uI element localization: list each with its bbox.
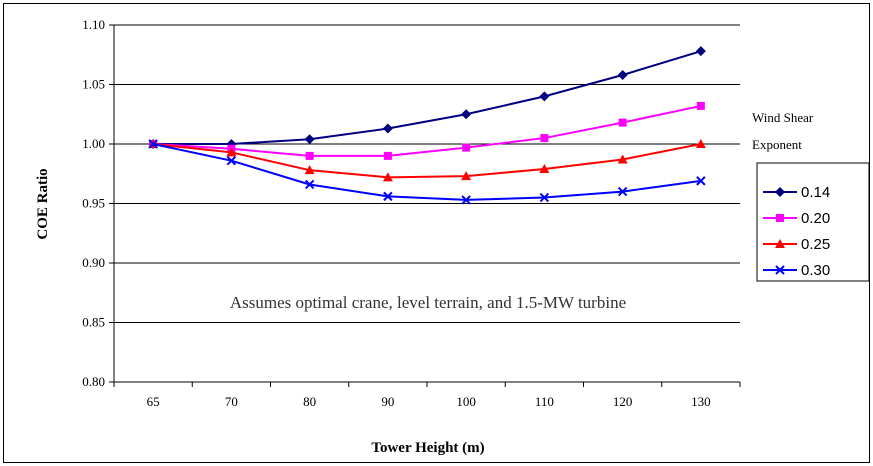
data-point	[383, 151, 392, 160]
data-point	[618, 118, 627, 127]
data-point	[539, 163, 550, 173]
data-point	[304, 179, 315, 190]
data-point	[148, 139, 158, 149]
series-group	[148, 46, 706, 205]
data-point	[305, 151, 314, 160]
x-tick-label: 90	[381, 394, 394, 409]
legend-label: 0.20	[801, 210, 830, 227]
x-tick-label: 100	[456, 394, 476, 409]
legend-marker	[775, 187, 785, 197]
legend-title-line1: Wind Shear	[752, 110, 814, 125]
x-tick-label: 65	[147, 394, 160, 409]
legend-label: 0.25	[801, 236, 830, 253]
data-point	[695, 139, 706, 148]
chart-annotation: Assumes optimal crane, level terrain, an…	[230, 293, 626, 312]
data-point	[461, 171, 472, 181]
y-tick-label: 0.95	[82, 196, 105, 211]
x-tick-label: 120	[613, 394, 633, 409]
data-point	[696, 176, 706, 186]
data-point	[226, 147, 237, 157]
y-tick-label: 0.85	[82, 315, 105, 330]
data-point	[226, 155, 237, 166]
series-line	[152, 143, 702, 201]
data-point	[304, 165, 315, 175]
series-line	[153, 50, 702, 145]
data-point	[382, 123, 393, 134]
y-axis-title: COE Ratio	[35, 168, 51, 239]
legend-title-line2: Exponent	[752, 137, 802, 152]
series-line	[153, 104, 702, 157]
legend-marker	[776, 214, 784, 222]
data-point	[617, 154, 628, 164]
data-point	[539, 192, 550, 203]
x-tick-label: 130	[691, 394, 711, 409]
data-point	[695, 46, 706, 57]
legend-item-0.20: 0.20	[763, 210, 830, 227]
data-point	[462, 143, 471, 152]
x-tick-label: 110	[535, 394, 554, 409]
y-tick-label: 0.80	[82, 374, 105, 389]
data-point	[696, 101, 705, 110]
legend-item-0.14: 0.14	[763, 184, 830, 201]
data-point	[540, 134, 549, 143]
y-tick-label: 1.10	[82, 17, 105, 32]
y-tick-label: 1.00	[82, 136, 105, 151]
data-point	[461, 109, 472, 120]
legend-box	[756, 162, 870, 282]
data-point	[461, 195, 471, 205]
x-tick-labels: 65 70 80 90 100 110 120 130	[147, 394, 711, 409]
series-0.30	[148, 139, 706, 205]
legend-label: 0.30	[801, 262, 830, 279]
legend-marker	[775, 239, 785, 248]
data-point	[382, 172, 393, 182]
y-tick-label: 1.05	[82, 77, 105, 92]
legend-label: 0.14	[801, 184, 830, 201]
data-point	[304, 134, 315, 145]
data-point	[617, 69, 628, 80]
x-axis-title: Tower Height (m)	[371, 440, 484, 456]
x-tick-label: 80	[303, 394, 316, 409]
legend-marker	[775, 265, 785, 275]
axes	[109, 24, 741, 387]
series-line	[153, 143, 702, 179]
data-point	[383, 191, 393, 202]
legend-item-0.25: 0.25	[763, 236, 830, 253]
gridlines	[114, 24, 740, 323]
legend-item-0.30: 0.30	[763, 262, 830, 279]
x-tick-label: 70	[225, 394, 238, 409]
y-tick-label: 0.90	[82, 255, 105, 270]
y-tick-labels: 0.80 0.85 0.90 0.95 1.00 1.05 1.10	[82, 17, 105, 389]
data-point	[617, 186, 628, 197]
legend: 0.14 0.20 0.25 0.30	[763, 184, 830, 279]
data-point	[539, 91, 550, 102]
